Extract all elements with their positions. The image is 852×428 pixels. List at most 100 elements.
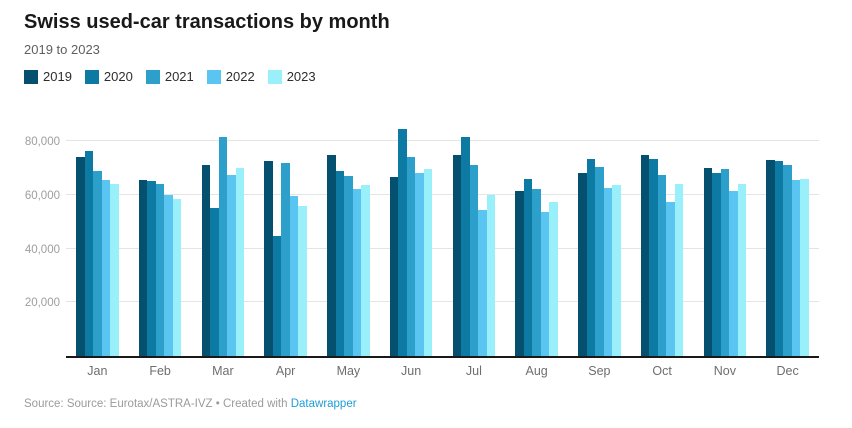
bar-jul-2019[interactable] — [452, 154, 462, 356]
bar-may-2022[interactable] — [352, 189, 362, 356]
bar-sep-2023[interactable] — [612, 185, 621, 356]
bar-jul-2020[interactable] — [461, 137, 470, 356]
bar-jul-2022[interactable] — [478, 209, 487, 356]
bar-oct-2023[interactable] — [674, 184, 684, 356]
bar-group-sep — [568, 125, 631, 356]
footer: Source: Source: Eurotax/ASTRA-IVZ • Crea… — [24, 398, 357, 410]
x-tick-label-jan: Jan — [87, 364, 108, 378]
bar-nov-2021[interactable] — [720, 169, 730, 356]
bar-feb-2022[interactable] — [164, 194, 173, 356]
bar-nov-2019[interactable] — [703, 167, 713, 356]
bar-aug-2023[interactable] — [549, 201, 558, 356]
x-tick-label-mar: Mar — [212, 364, 234, 378]
bar-oct-2019[interactable] — [640, 154, 650, 356]
bar-feb-2021[interactable] — [155, 184, 165, 356]
bar-aug-2019[interactable] — [515, 190, 524, 356]
legend-swatch-2023 — [267, 69, 282, 84]
bar-nov-2022[interactable] — [729, 190, 738, 356]
bar-group-jan — [66, 125, 129, 356]
bar-oct-2021[interactable] — [657, 174, 667, 356]
y-tick-label: 80,000 — [24, 136, 60, 149]
bar-nov-2023[interactable] — [737, 184, 747, 356]
bar-jul-2021[interactable] — [469, 165, 479, 356]
bar-jan-2022[interactable] — [101, 180, 111, 356]
bar-jun-2020[interactable] — [398, 129, 407, 356]
bar-apr-2020[interactable] — [272, 236, 282, 356]
bar-groups — [66, 125, 819, 356]
bar-jun-2019[interactable] — [389, 177, 399, 356]
bar-sep-2019[interactable] — [578, 173, 587, 356]
bar-dec-2021[interactable] — [783, 165, 792, 356]
bar-aug-2022[interactable] — [540, 212, 550, 356]
bar-may-2021[interactable] — [344, 176, 353, 356]
x-tick-label-jul: Jul — [465, 364, 482, 378]
bar-apr-2019[interactable] — [264, 161, 273, 356]
x-tick-label-feb: Feb — [149, 364, 171, 378]
bar-feb-2020[interactable] — [147, 181, 156, 356]
bar-jun-2021[interactable] — [406, 157, 416, 356]
x-tick-label-jun: Jun — [401, 364, 422, 378]
x-tick-label-aug: Aug — [525, 364, 548, 378]
bar-mar-2021[interactable] — [218, 137, 228, 356]
legend-item-2019: 2019 — [24, 69, 72, 84]
bar-dec-2022[interactable] — [791, 180, 801, 356]
bar-aug-2021[interactable] — [532, 189, 541, 356]
bar-feb-2019[interactable] — [138, 180, 148, 356]
bar-jun-2023[interactable] — [423, 169, 433, 356]
bar-oct-2022[interactable] — [666, 201, 675, 356]
y-tick-label: 20,000 — [24, 297, 60, 310]
bar-apr-2021[interactable] — [281, 162, 290, 356]
bar-group-feb — [129, 125, 192, 356]
bar-apr-2023[interactable] — [298, 205, 307, 356]
page-title: Swiss used-car transactions by month — [24, 11, 390, 33]
y-tick-label: 40,000 — [24, 243, 60, 256]
bar-jan-2021[interactable] — [93, 170, 102, 356]
legend-swatch-2020 — [84, 69, 99, 84]
bar-jan-2019[interactable] — [76, 157, 85, 356]
datawrapper-link[interactable]: Datawrapper — [290, 398, 357, 410]
legend-swatch-2021 — [145, 69, 160, 84]
bar-jul-2023[interactable] — [486, 194, 496, 356]
bar-may-2020[interactable] — [335, 170, 345, 356]
bar-mar-2022[interactable] — [227, 174, 236, 356]
gridline-60000 — [66, 193, 819, 195]
bar-group-oct — [631, 125, 694, 356]
legend-label-2022: 2022 — [225, 69, 255, 84]
x-tick-label-oct: Oct — [652, 364, 672, 378]
bar-mar-2020[interactable] — [210, 208, 219, 356]
bar-sep-2020[interactable] — [586, 158, 596, 356]
bar-sep-2022[interactable] — [603, 188, 613, 356]
legend-label-2023: 2023 — [286, 69, 316, 84]
legend-item-2022: 2022 — [206, 69, 255, 84]
bar-feb-2023[interactable] — [172, 198, 182, 356]
bar-group-may — [317, 125, 380, 356]
bar-group-mar — [192, 125, 255, 356]
bar-oct-2020[interactable] — [649, 158, 658, 356]
x-tick-label-apr: Apr — [275, 364, 296, 378]
bar-dec-2019[interactable] — [766, 159, 775, 356]
bar-apr-2022[interactable] — [289, 196, 299, 356]
bar-may-2019[interactable] — [327, 154, 336, 356]
legend-label-2021: 2021 — [164, 69, 194, 84]
bar-mar-2019[interactable] — [201, 165, 211, 356]
bar-jan-2023[interactable] — [110, 184, 119, 356]
bar-jun-2022[interactable] — [415, 173, 424, 356]
bar-group-jul — [443, 125, 506, 356]
x-tick-label-nov: Nov — [713, 364, 736, 378]
bar-group-nov — [694, 125, 757, 356]
bar-sep-2021[interactable] — [595, 166, 604, 356]
bar-dec-2023[interactable] — [800, 178, 809, 356]
x-tick-label-may: May — [336, 364, 361, 378]
gridline-40000 — [66, 247, 819, 249]
footer-source-text: Source: Source: Eurotax/ASTRA-IVZ • Crea… — [24, 398, 291, 410]
bar-aug-2020[interactable] — [523, 178, 533, 356]
bar-jan-2020[interactable] — [84, 150, 94, 356]
legend-swatch-2019 — [24, 69, 38, 84]
bar-dec-2020[interactable] — [774, 161, 784, 356]
bar-may-2023[interactable] — [361, 185, 370, 356]
legend-item-2023: 2023 — [267, 69, 316, 84]
bar-nov-2020[interactable] — [712, 173, 721, 356]
x-tick-label-sep: Sep — [588, 364, 611, 378]
bar-mar-2023[interactable] — [235, 167, 245, 356]
